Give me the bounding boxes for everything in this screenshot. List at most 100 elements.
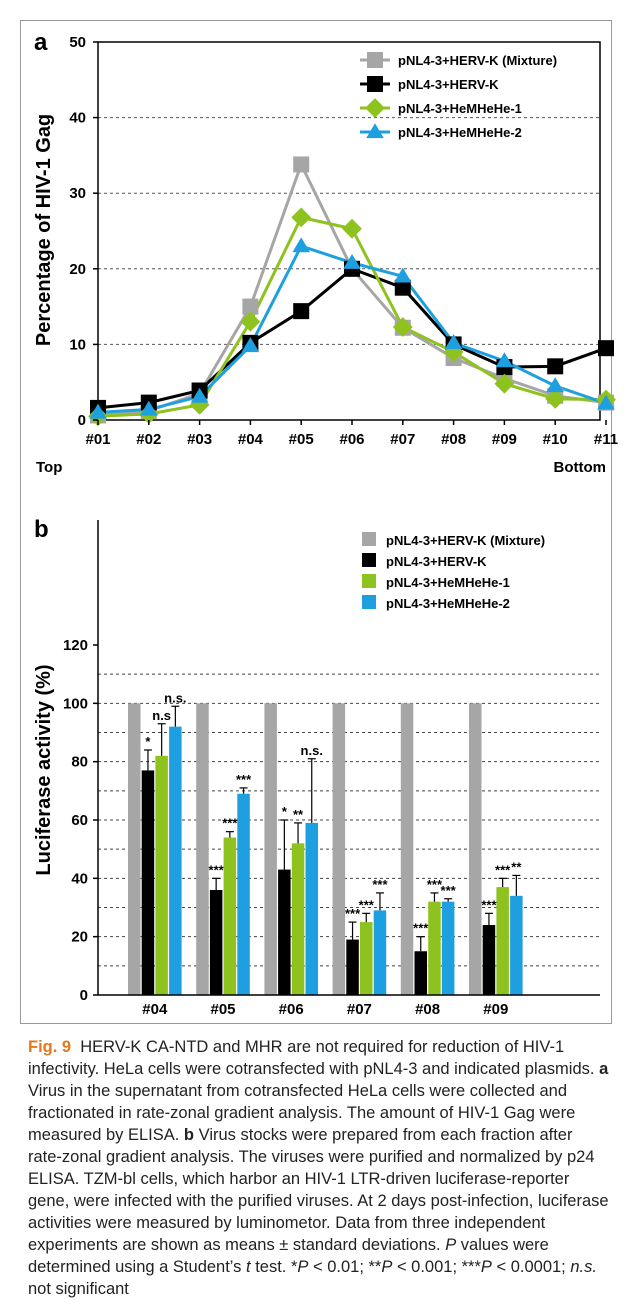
- bar-pnl4-3-herv-k-mixture-09: [469, 703, 482, 995]
- significance-label: ***: [209, 862, 225, 877]
- data-point-pnl4-3-herv-k: [394, 279, 411, 296]
- x-tick-label: #11: [594, 431, 618, 448]
- bar-pnl4-3-hemhehe-1-09: [496, 887, 509, 995]
- x-end-label-top: Top: [36, 459, 62, 476]
- legend-swatch: [362, 553, 376, 567]
- series-line-pnl4-3-herv-k-mixture: [97, 160, 607, 417]
- x-tick-label: #07: [347, 1001, 372, 1018]
- bar-pnl4-3-herv-k-07: [346, 939, 359, 995]
- caption-stat-7: P: [381, 1258, 393, 1276]
- bar-pnl4-3-herv-k-mixture-07: [332, 703, 346, 995]
- bar-pnl4-3-hemhehe-1-06: [291, 843, 305, 995]
- data-point-pnl4-3-hemhehe-2: [241, 337, 260, 353]
- legend-marker: [365, 98, 385, 118]
- y-tick-label: 20: [69, 261, 86, 278]
- x-tick-label: #06: [339, 431, 364, 448]
- legend-swatch: [362, 532, 376, 546]
- significance-label: n.s.: [164, 690, 186, 705]
- bar-pnl4-3-hemhehe-2-06: [305, 822, 318, 995]
- bar-pnl4-3-hemhehe-2-04: [169, 726, 182, 995]
- figure-caption: Fig. 9 HERV-K CA-NTD and MHR are not req…: [28, 1036, 610, 1300]
- data-point-pnl4-3-herv-k: [547, 358, 564, 375]
- y-tick-label: 60: [71, 812, 88, 829]
- y-tick-label: 10: [69, 336, 86, 353]
- significance-label: ***: [345, 906, 361, 921]
- bar-pnl4-3-hemhehe-1-07: [360, 922, 373, 995]
- data-point-pnl4-3-hemhehe-2: [444, 334, 463, 350]
- legend-marker: [367, 52, 383, 68]
- significance-label: **: [511, 859, 522, 874]
- y-tick-label: 20: [71, 929, 88, 946]
- caption-title: HERV-K CA-NTD and MHR are not required f…: [28, 1038, 595, 1078]
- y-tick-label: 80: [71, 754, 88, 771]
- caption-stat-5: P: [297, 1258, 309, 1276]
- panel-a-y-axis-label: Percentage of HIV-1 Gag: [33, 114, 55, 346]
- caption-stat-2: values were determined using a Student’s: [28, 1236, 549, 1276]
- bar-pnl4-3-herv-k-04: [141, 770, 155, 995]
- bar-pnl4-3-herv-k-09: [482, 925, 496, 995]
- caption-stat-1: P: [445, 1236, 457, 1254]
- bar-pnl4-3-hemhehe-1-05: [223, 837, 237, 995]
- bar-pnl4-3-herv-k-06: [278, 869, 291, 995]
- caption-fig-label: Fig. 9: [28, 1038, 72, 1056]
- data-point-pnl4-3-hemhehe-1: [291, 207, 312, 228]
- bar-pnl4-3-hemhehe-2-07: [373, 910, 387, 995]
- x-tick-label: #05: [210, 1001, 235, 1018]
- significance-label: ***: [495, 862, 511, 877]
- x-tick-label: #09: [492, 431, 517, 448]
- x-tick-label: #02: [136, 431, 161, 448]
- caption-stat-3: t: [246, 1258, 251, 1276]
- legend-label: pNL4-3+HeMHeHe-2: [398, 125, 522, 140]
- figure-panel-frame: [20, 20, 612, 1024]
- y-tick-label: 100: [63, 695, 88, 712]
- data-point-pnl4-3-hemhehe-1: [189, 394, 210, 415]
- caption-b-letter: b: [183, 1126, 195, 1144]
- line-chart-panel-a: a 0 10 20 30 40 50 #01 #02 #03 #04 #05 #06 #07 #08 #09…: [33, 29, 618, 476]
- caption-stat-12: not significant: [28, 1280, 129, 1298]
- y-tick-label: 50: [69, 34, 86, 51]
- legend-label: pNL4-3+HERV-K: [386, 554, 487, 569]
- data-point-pnl4-3-herv-k-mixture: [242, 298, 259, 315]
- bar-pnl4-3-hemhehe-2-05: [237, 793, 250, 995]
- data-point-pnl4-3-hemhehe-2: [89, 403, 107, 419]
- y-tick-label: 0: [80, 987, 88, 1004]
- legend-label: pNL4-3+HERV-K (Mixture): [386, 533, 545, 548]
- significance-label: *: [282, 804, 288, 819]
- bar-pnl4-3-hemhehe-2-08: [441, 901, 455, 995]
- y-tick-label: 40: [71, 870, 88, 887]
- legend-label: pNL4-3+HERV-K (Mixture): [398, 53, 557, 68]
- significance-label: ***: [481, 897, 497, 912]
- y-tick-label: 40: [69, 110, 86, 127]
- legend-swatch: [362, 574, 376, 588]
- significance-label: ***: [413, 921, 429, 936]
- legend-marker: [366, 123, 384, 139]
- data-point-pnl4-3-herv-k: [598, 340, 614, 357]
- x-tick-label: #08: [441, 431, 466, 448]
- data-point-pnl4-3-hemhehe-2: [495, 352, 514, 368]
- data-point-pnl4-3-hemhehe-2: [292, 237, 310, 253]
- caption-b-text: Virus stocks were prepared from each fra…: [28, 1126, 609, 1254]
- data-point-pnl4-3-hemhehe-2: [140, 400, 158, 416]
- data-point-pnl4-3-hemhehe-1: [545, 388, 566, 409]
- data-point-pnl4-3-hemhehe-2: [190, 387, 209, 403]
- legend-label: pNL4-3+HeMHeHe-1: [398, 101, 522, 116]
- x-tick-label: #05: [289, 431, 314, 448]
- x-tick-label: #03: [187, 431, 212, 448]
- caption-stat-9: P: [480, 1258, 492, 1276]
- panel-b-letter: b: [34, 516, 49, 543]
- data-point-pnl4-3-herv-k-mixture: [293, 156, 310, 173]
- x-tick-label: #07: [390, 431, 415, 448]
- legend-label: pNL4-3+HERV-K: [398, 77, 499, 92]
- caption-stat-11: n.s.: [570, 1258, 597, 1276]
- panel-a-letter: a: [34, 29, 48, 56]
- bar-pnl4-3-hemhehe-1-04: [155, 755, 168, 995]
- caption-a-text: Virus in the supernatant from cotransfec…: [28, 1082, 576, 1144]
- significance-label: ***: [441, 883, 457, 898]
- panel-b-y-axis-label: Luciferase activity (%): [33, 664, 55, 875]
- legend-label: pNL4-3+HeMHeHe-1: [386, 575, 510, 590]
- caption-stat-4: test. *: [250, 1258, 298, 1276]
- legend-swatch: [362, 595, 376, 609]
- bar-pnl4-3-herv-k-05: [209, 890, 223, 995]
- significance-label: ***: [372, 877, 388, 892]
- data-point-pnl4-3-hemhehe-1: [392, 317, 413, 337]
